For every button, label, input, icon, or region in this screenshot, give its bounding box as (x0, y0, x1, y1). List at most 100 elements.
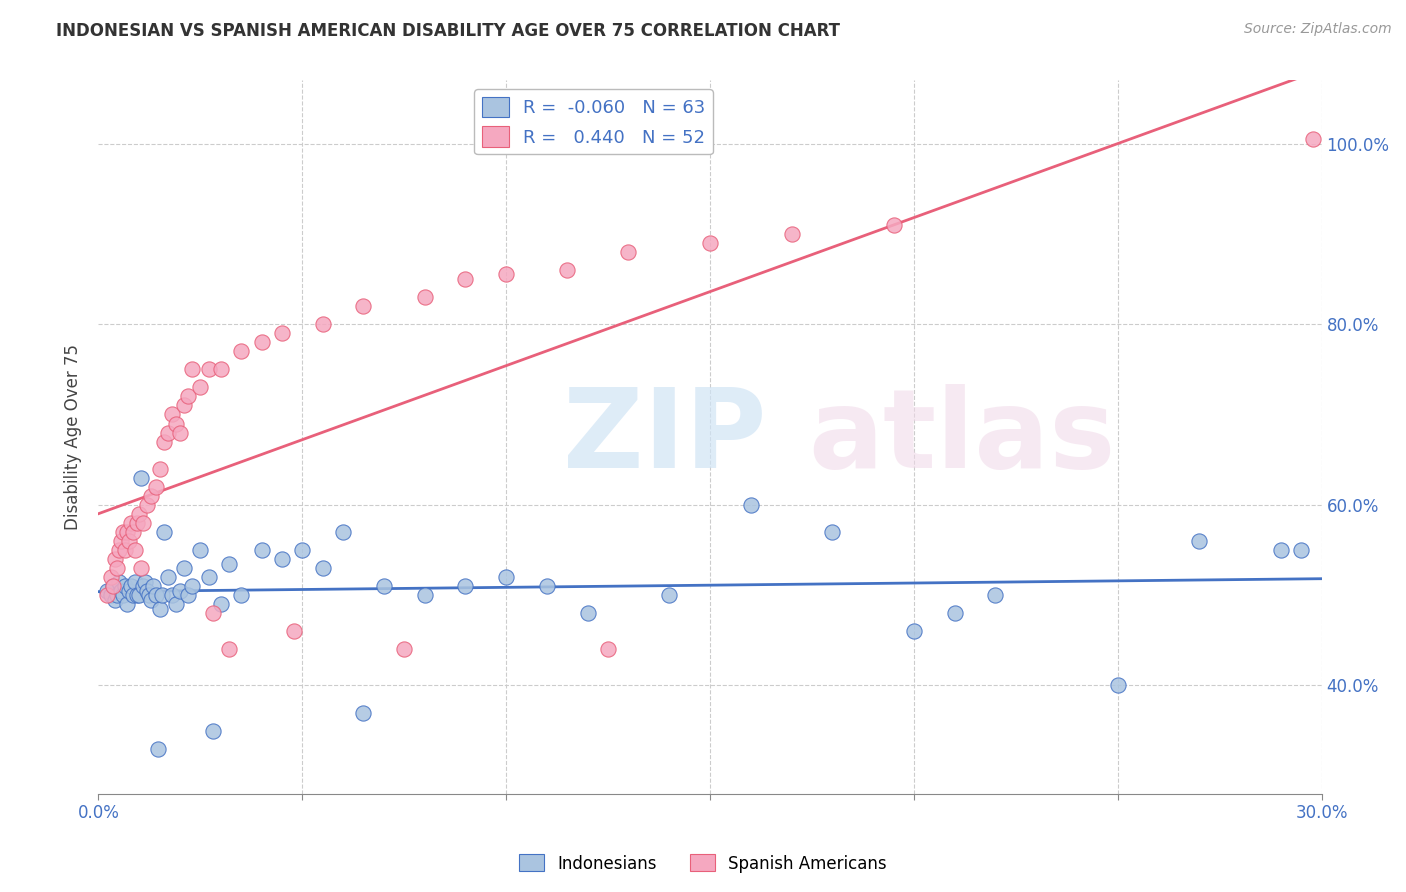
Point (332, 524, 354, 539)
Point (128, 507, 150, 521)
Point (96, 583, 118, 598)
Point (110, 583, 132, 598)
Point (118, 583, 141, 598)
Point (115, 524, 138, 539)
Point (352, 299, 374, 313)
Point (903, 624, 925, 639)
Text: atlas: atlas (808, 384, 1115, 491)
Point (111, 524, 134, 539)
Point (105, 561, 128, 575)
Point (454, 272, 477, 286)
Point (110, 533, 132, 548)
Point (536, 579, 558, 593)
Point (101, 579, 124, 593)
Point (576, 606, 599, 620)
Point (188, 380, 212, 394)
Point (120, 516, 142, 530)
Point (150, 588, 173, 602)
Point (111, 588, 134, 602)
Point (132, 516, 155, 530)
Point (201, 723, 224, 738)
Point (129, 561, 152, 575)
Point (197, 362, 219, 376)
Point (1107, 678, 1129, 692)
Point (699, 235, 721, 250)
Point (495, 570, 517, 584)
Point (169, 425, 191, 440)
Point (138, 588, 160, 602)
Point (209, 597, 232, 611)
Point (96, 588, 118, 602)
Point (780, 227, 803, 241)
Point (201, 606, 224, 620)
Point (177, 588, 200, 602)
Point (145, 480, 167, 494)
Point (270, 326, 294, 341)
Point (984, 588, 1007, 602)
Point (101, 579, 124, 593)
Point (134, 574, 156, 589)
Point (312, 561, 335, 575)
Point (197, 570, 219, 584)
Point (740, 498, 762, 512)
Point (283, 624, 305, 639)
Text: Source: ZipAtlas.com: Source: ZipAtlas.com (1244, 22, 1392, 37)
Point (312, 317, 335, 331)
Point (108, 543, 131, 558)
Point (1291, 543, 1313, 558)
Point (821, 524, 844, 539)
Point (181, 362, 204, 376)
Point (115, 597, 138, 611)
Point (122, 588, 145, 602)
Point (173, 561, 195, 575)
Point (100, 588, 122, 602)
Point (188, 543, 212, 558)
Point (146, 741, 169, 756)
Point (165, 417, 187, 431)
Text: INDONESIAN VS SPANISH AMERICAN DISABILITY AGE OVER 75 CORRELATION CHART: INDONESIAN VS SPANISH AMERICAN DISABILIT… (56, 22, 841, 40)
Point (373, 579, 395, 593)
Point (231, 344, 253, 359)
Point (177, 389, 200, 403)
Point (114, 579, 136, 593)
Point (100, 570, 122, 584)
Point (169, 583, 191, 598)
Point (152, 524, 174, 539)
Text: ZIP: ZIP (564, 384, 766, 491)
Point (557, 263, 579, 277)
Point (943, 606, 966, 620)
Point (122, 524, 145, 539)
Point (114, 543, 136, 558)
Point (128, 588, 150, 602)
Point (129, 471, 152, 485)
Legend: Indonesians, Spanish Americans: Indonesians, Spanish Americans (512, 847, 894, 880)
Point (209, 362, 232, 376)
Point (413, 290, 436, 304)
Point (149, 461, 172, 475)
Point (617, 244, 640, 259)
Point (127, 516, 149, 530)
Point (454, 579, 477, 593)
Point (124, 574, 146, 589)
Y-axis label: Disability Age Over 75: Disability Age Over 75 (65, 344, 83, 530)
Point (231, 588, 253, 602)
Point (141, 489, 163, 503)
Point (156, 570, 179, 584)
Point (1270, 543, 1292, 558)
Point (218, 642, 240, 657)
Point (250, 335, 273, 350)
Point (142, 579, 165, 593)
Point (270, 552, 294, 566)
Point (141, 592, 163, 607)
Point (156, 425, 179, 440)
Point (596, 642, 619, 657)
Point (181, 579, 204, 593)
Point (104, 552, 127, 566)
Point (104, 592, 127, 607)
Point (145, 588, 167, 602)
Point (160, 408, 183, 422)
Point (218, 557, 240, 571)
Point (291, 543, 314, 558)
Point (105, 588, 128, 602)
Point (136, 583, 159, 598)
